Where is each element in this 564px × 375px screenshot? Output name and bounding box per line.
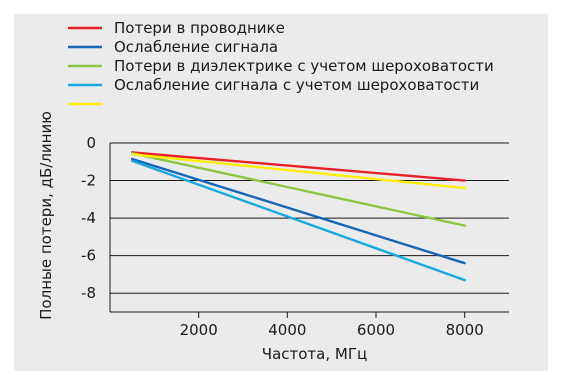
x-tick-label: 6000 — [357, 321, 395, 339]
legend-label: Ослабление сигнала с учетом шероховатост… — [114, 76, 479, 94]
gridlines — [110, 142, 509, 294]
legend-label: Ослабление сигнала — [114, 38, 278, 56]
x-tick-label: 2000 — [180, 321, 218, 339]
series-line-2 — [130, 157, 466, 265]
series-lines — [130, 151, 466, 282]
y-tick-label: -8 — [81, 284, 96, 302]
y-tick-label: -6 — [81, 247, 96, 265]
legend-label: Потери в диэлектрике с учетом шероховато… — [114, 57, 494, 75]
y-tick-label: -4 — [81, 209, 96, 227]
x-tick-label: 4000 — [268, 321, 306, 339]
series-line-5 — [130, 153, 466, 190]
series-line-4 — [130, 159, 466, 282]
y-tick-label: 0 — [86, 134, 96, 152]
y-tick-label: -2 — [81, 172, 96, 190]
legend-label: Потери в проводнике — [114, 19, 285, 37]
x-axis-label: Частота, МГц — [262, 345, 367, 363]
x-tick-label: 8000 — [446, 321, 484, 339]
series-line-1 — [130, 151, 466, 182]
axis-labels: Частота, МГц Полные потери, дБ/линию — [37, 111, 367, 363]
axes: 0 -2 -4 -6 -8 2000 4000 6000 8000 — [81, 134, 509, 339]
series-line-3 — [130, 152, 466, 227]
y-axis-label: Полные потери, дБ/линию — [37, 111, 55, 320]
